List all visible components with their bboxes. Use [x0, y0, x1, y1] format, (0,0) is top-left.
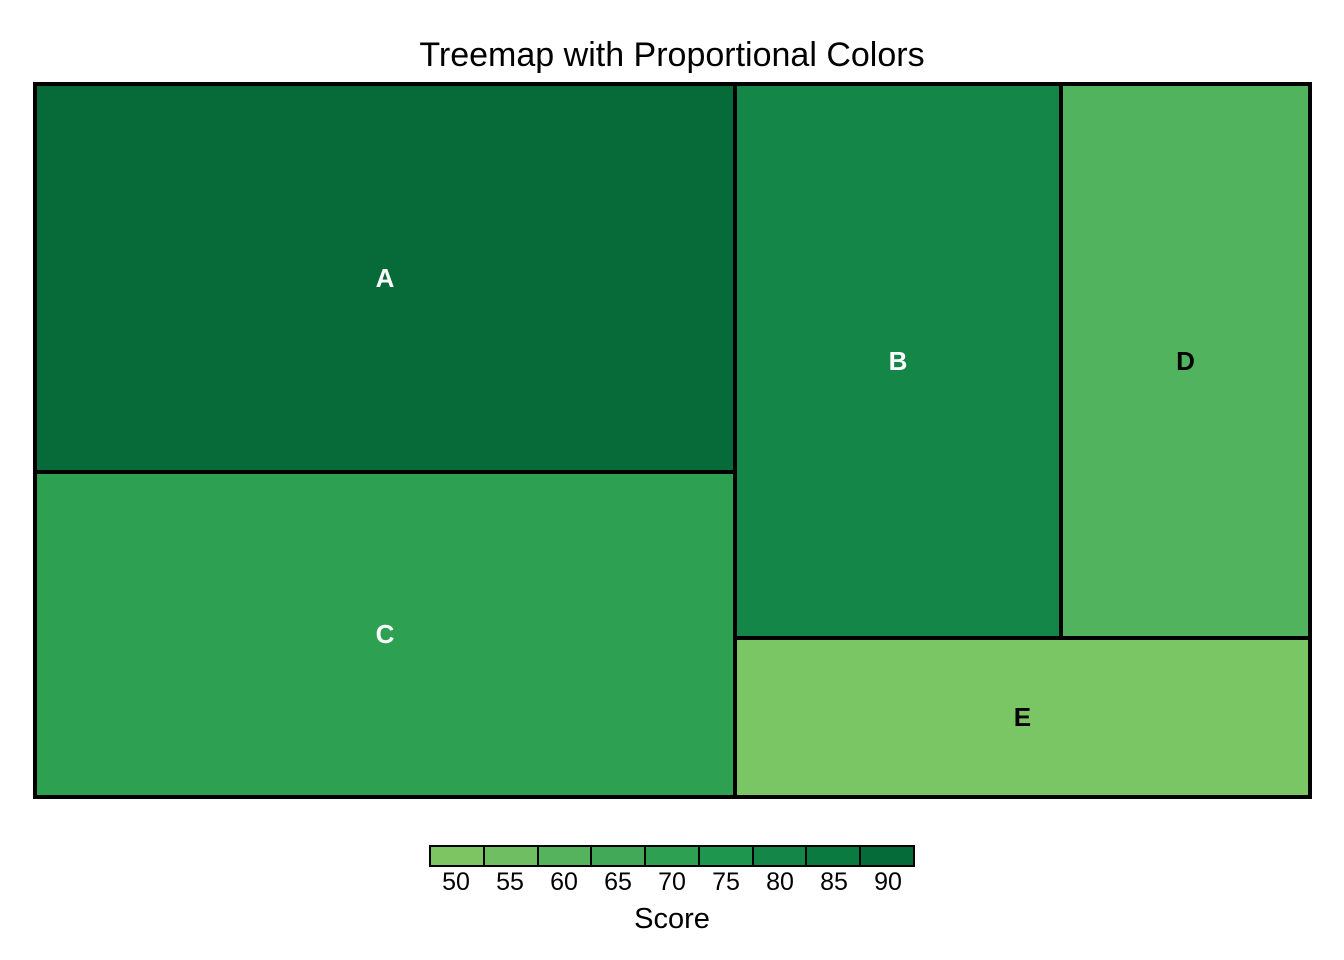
legend-color-segment	[592, 847, 645, 865]
legend-tick-label: 55	[496, 868, 524, 896]
color-legend-caption: Score	[634, 903, 710, 935]
treemap-cell-C: C	[35, 472, 735, 797]
treemap-plot-area: A B C D E	[33, 82, 1312, 799]
legend-tick-label: 80	[766, 868, 794, 896]
treemap-cell-E: E	[734, 638, 1310, 797]
treemap-cell-label: A	[375, 262, 395, 293]
legend-color-segment	[699, 847, 752, 865]
treemap-cell-B: B	[734, 84, 1061, 638]
legend-tick-label: 50	[442, 868, 470, 896]
chart-title: Treemap with Proportional Colors	[419, 36, 925, 74]
legend-tick-label: 60	[550, 868, 578, 896]
color-legend-ticks: 50 55 60 65 70 75 80 85 90	[429, 868, 915, 897]
treemap-cell-label: E	[1013, 701, 1032, 732]
legend-color-segment	[484, 847, 537, 865]
legend-color-segment	[646, 847, 698, 865]
legend-tick-label: 70	[658, 868, 686, 896]
legend-color-segment	[807, 847, 860, 865]
legend-color-segment	[538, 847, 591, 865]
legend-color-segment	[753, 847, 806, 865]
treemap-cell-label: B	[888, 345, 908, 376]
legend-tick-label: 75	[712, 868, 740, 896]
color-legend-bar	[429, 845, 915, 867]
legend-tick-label: 85	[820, 868, 848, 896]
treemap-cell-D: D	[1060, 84, 1310, 638]
legend-tick-label: 65	[604, 868, 632, 896]
legend-color-segment	[431, 847, 483, 865]
treemap-cell-label: C	[375, 618, 395, 649]
treemap-cell-A: A	[35, 84, 735, 472]
treemap-cell-label: D	[1176, 345, 1195, 376]
legend-color-segment	[861, 847, 914, 865]
legend-tick-label: 90	[874, 868, 902, 896]
